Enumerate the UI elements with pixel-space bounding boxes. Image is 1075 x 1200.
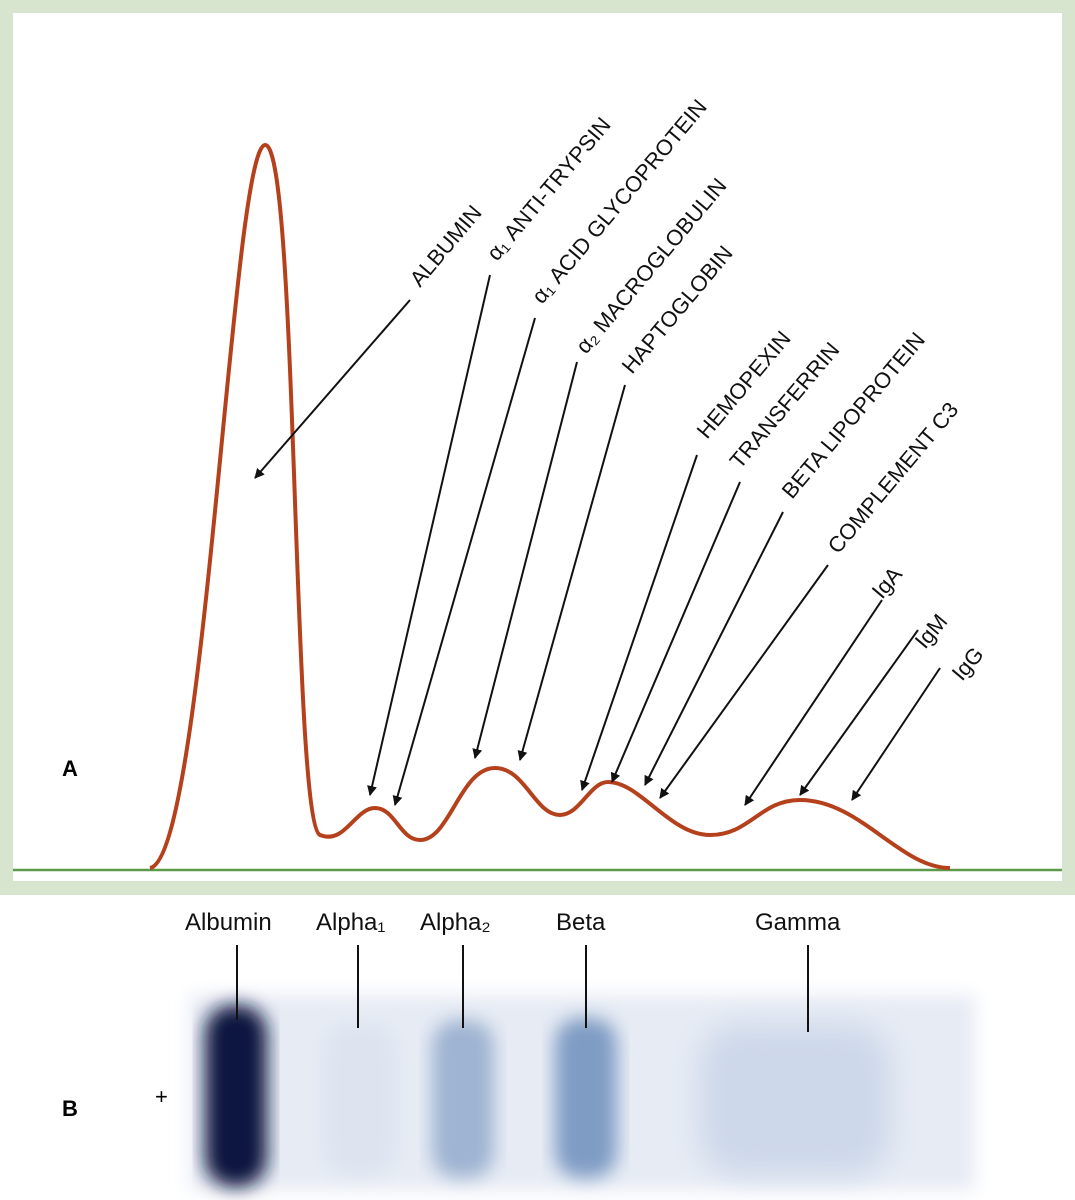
arrow (744, 599, 883, 806)
fraction-label: Alpha₂ (420, 909, 491, 936)
arrow (659, 564, 829, 799)
band-alpha1 (325, 1025, 395, 1175)
arrow (392, 317, 536, 806)
band-albumin (205, 1005, 267, 1187)
gel (190, 995, 975, 1190)
densitometry-curve (149, 142, 951, 870)
arrow (851, 667, 941, 801)
arrow (367, 274, 491, 796)
arrow (610, 481, 741, 783)
fraction-label: Albumin (185, 909, 272, 936)
fraction-label: Gamma (755, 909, 841, 936)
band-beta (555, 1018, 617, 1178)
panel-label: B (62, 1096, 78, 1121)
arrow (472, 361, 578, 759)
arrow (517, 384, 626, 761)
polarity: + (155, 1084, 168, 1109)
band-gamma (700, 1025, 890, 1175)
panel-label: A (62, 756, 78, 781)
arrow (580, 454, 698, 791)
fraction-label: Beta (556, 909, 606, 936)
arrow (644, 511, 784, 786)
arrow (799, 629, 919, 796)
band-alpha2 (432, 1020, 494, 1178)
arrow (254, 299, 411, 479)
fraction-label: Alpha₁ (316, 909, 385, 936)
